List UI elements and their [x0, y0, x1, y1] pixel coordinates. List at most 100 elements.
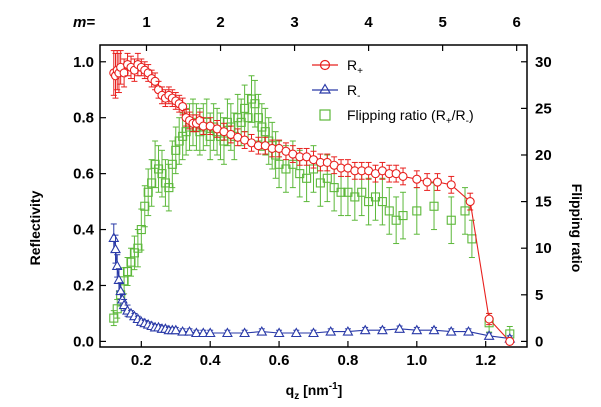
series-0-point-64: [505, 336, 515, 346]
y-left-axis-title: Reflectivity: [27, 190, 43, 265]
series-1-point-29: [256, 325, 268, 336]
legend-label-r-minus-main: R: [347, 82, 357, 98]
series-1-point-41: [463, 325, 474, 336]
top-tick-label-1: 2: [216, 14, 224, 31]
legend-label-r-minus-sub: -: [357, 91, 360, 102]
series-2-point-69: [446, 215, 456, 225]
series-2-point-7: [133, 243, 143, 253]
series-0-point-60: [432, 177, 443, 187]
x-tick-label-0: 0.2: [131, 352, 152, 369]
series-1-point-30: [273, 327, 285, 338]
legend-label-fr-mid: /R: [452, 107, 466, 123]
series-2-point-39: [243, 113, 253, 123]
series-0-point-22: [178, 101, 188, 112]
series-2-point-4: [122, 266, 133, 277]
y-right-tick-label-2: 10: [535, 240, 552, 257]
series-1-point-3: [113, 274, 125, 284]
series-1-point-36: [376, 324, 388, 335]
series-2-point-61: [364, 197, 374, 207]
series-2-point-62: [370, 192, 381, 202]
series-1: [108, 223, 516, 343]
series-1-point-31: [290, 327, 302, 338]
x-axis-title-unit-sup: -1: [329, 381, 338, 392]
series-2-point-64: [384, 206, 394, 216]
y-right-tick-label-6: 30: [535, 54, 552, 71]
plot-frame: [99, 44, 528, 348]
y-left-tick-label-4: 0.8: [73, 110, 94, 127]
top-tick-label-3: 4: [364, 14, 373, 31]
top-tick-label-5: 6: [512, 14, 520, 31]
series-0-point-59: [422, 177, 432, 187]
y-left-tick-label-0: 0.0: [73, 333, 94, 350]
series-2-point-18: [171, 145, 181, 155]
series-2-point-10: [143, 187, 153, 197]
legend-label-fr-sub2: -: [466, 116, 469, 127]
series-1-point-42: [483, 330, 495, 340]
top-tick-label-0: 1: [142, 14, 150, 31]
y-left-tick-label-3: 0.6: [73, 166, 94, 183]
y-right-tick-label-1: 5: [535, 287, 543, 304]
series-2-point-20: [178, 131, 188, 141]
x-tick-label-5: 1.2: [475, 352, 496, 369]
series-2-point-44: [260, 127, 270, 137]
series-2-point-42: [253, 113, 263, 123]
top-axis-prefix: m=: [73, 14, 95, 31]
series-0-point-58: [412, 174, 422, 184]
series-2-point-49: [281, 164, 291, 174]
y-left-tick-label-5: 1.0: [73, 54, 94, 71]
series-1-point-2: [111, 260, 123, 270]
series-2-point-54: [315, 178, 325, 188]
series-2-point-12: [150, 159, 160, 169]
series-0-point-61: [446, 180, 456, 190]
legend-marker-flipping-ratio: [319, 109, 331, 121]
series-2-point-48: [274, 159, 284, 169]
series-2-point-36: [233, 113, 243, 123]
series-1-point-1: [110, 243, 121, 254]
series-2-point-13: [153, 164, 164, 174]
series-2-point-68: [429, 201, 439, 211]
series-2-point-6: [129, 248, 139, 258]
top-tick-label-4: 5: [438, 14, 446, 31]
legend-label-fr-end: ): [469, 107, 474, 123]
x-tick-label-3: 0.8: [338, 352, 359, 369]
series-2-point-60: [357, 187, 367, 197]
series-2-point-51: [295, 169, 305, 179]
series-layer: [108, 50, 516, 346]
y-right-tick-label-3: 15: [535, 194, 552, 211]
series-0-point-5: [119, 68, 129, 78]
series-1-point-34: [342, 325, 354, 336]
series-2-point-19: [174, 136, 184, 146]
series-2-point-11: [147, 178, 157, 188]
x-axis-title-sub: z: [294, 391, 299, 402]
series-1-point-35: [359, 324, 371, 335]
series-2-point-63: [377, 197, 387, 207]
series-0: [109, 50, 515, 346]
x-axis-title-q: q: [286, 382, 295, 398]
series-2-point-55: [322, 173, 332, 183]
x-axis-title: qz [nm-1]: [286, 381, 343, 402]
series-2-point-59: [350, 192, 360, 202]
series-1-point-27: [221, 327, 233, 338]
y-right-axis-title: Flipping ratio: [569, 184, 585, 273]
series-1-point-38: [411, 324, 423, 335]
series-1-point-23: [184, 325, 195, 336]
series-0-point-57: [398, 171, 408, 181]
x-tick-label-2: 0.6: [269, 352, 290, 369]
series-2-point-43: [257, 122, 267, 132]
top-tick-label-2: 3: [290, 14, 298, 31]
series-2-point-33: [222, 117, 232, 127]
series-1-line: [113, 237, 510, 340]
legend-marker-r-plus: [319, 59, 331, 71]
axes-layer: 0.2 0.4 0.6 0.8 1.0 1.2 0.0 0.2 0.4 0.6 0.8 1.0 0 5 10…: [73, 14, 552, 369]
series-1-point-24: [190, 327, 202, 338]
legend-marker-r-minus: [318, 83, 332, 94]
series-1-point-37: [394, 323, 406, 333]
series-1-point-33: [325, 325, 337, 336]
series-1-point-21: [170, 324, 182, 335]
series-2-point-15: [160, 178, 170, 188]
y-left-tick-label-2: 0.4: [73, 222, 95, 239]
series-1-point-26: [204, 327, 216, 338]
series-2-point-52: [302, 173, 312, 183]
series-1-point-39: [428, 324, 440, 335]
series-1-point-40: [445, 325, 457, 336]
